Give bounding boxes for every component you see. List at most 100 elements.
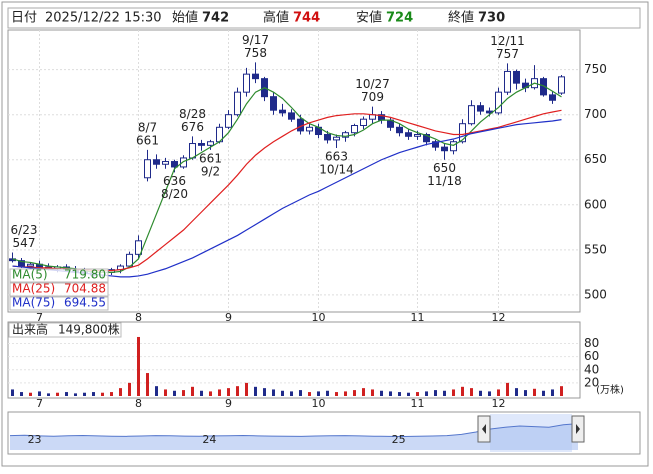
volume-bar bbox=[551, 389, 554, 396]
candle-body bbox=[162, 161, 169, 165]
volume-label-box bbox=[8, 322, 122, 338]
volume-bar bbox=[227, 388, 230, 396]
volume-bar bbox=[110, 392, 113, 396]
volume-bar bbox=[461, 386, 464, 396]
candle-body bbox=[153, 159, 160, 165]
volume-bar bbox=[398, 392, 401, 396]
volume-bar bbox=[434, 390, 437, 396]
volume-bar bbox=[119, 388, 122, 396]
candle-body bbox=[414, 134, 421, 137]
x-tick-label: 12 bbox=[492, 311, 506, 324]
volume-bar bbox=[317, 391, 320, 396]
legend-name: MA(5) bbox=[12, 268, 48, 282]
volume-bar bbox=[92, 392, 95, 396]
volume-bar bbox=[218, 389, 221, 396]
candle-body bbox=[441, 146, 448, 152]
volume-unit: (万株) bbox=[596, 383, 624, 396]
candle-body bbox=[540, 78, 547, 96]
volume-bar bbox=[515, 388, 518, 396]
volume-bar bbox=[236, 386, 239, 396]
candle-body bbox=[324, 134, 331, 141]
volume-bar bbox=[128, 382, 131, 396]
x-tick-label: 12 bbox=[492, 397, 506, 410]
candle-body bbox=[234, 91, 241, 116]
peak-date: 12/11 bbox=[490, 34, 525, 48]
volume-bar bbox=[146, 373, 149, 396]
volume-bar bbox=[308, 392, 311, 396]
candle-body bbox=[135, 240, 142, 255]
y-tick-label: 700 bbox=[584, 107, 607, 121]
peak-date: 8/7 bbox=[138, 120, 157, 134]
volume-bar bbox=[56, 392, 59, 396]
legend-name: MA(25) bbox=[12, 282, 55, 296]
candle-body bbox=[279, 109, 286, 114]
close-label: 終値 bbox=[448, 10, 474, 26]
peak-date: 8/28 bbox=[179, 107, 206, 121]
candle-body bbox=[549, 94, 556, 101]
y-tick-label: 600 bbox=[584, 197, 607, 211]
volume-bar bbox=[83, 392, 86, 396]
header-box bbox=[7, 7, 641, 29]
candle-body bbox=[27, 263, 34, 267]
y-tick-label: 650 bbox=[584, 152, 607, 166]
trough-date: 9/2 bbox=[201, 164, 220, 178]
volume-bar bbox=[488, 391, 491, 396]
volume-bar bbox=[191, 386, 194, 396]
y-tick-label: 750 bbox=[584, 62, 607, 76]
open-label: 始値 bbox=[172, 10, 198, 26]
y-tick-label: 20 bbox=[584, 375, 599, 389]
volume-bar bbox=[542, 390, 545, 396]
nav-handle-arrow bbox=[576, 424, 580, 434]
volume-bar bbox=[245, 382, 248, 396]
x-tick-label: 7 bbox=[36, 311, 43, 324]
volume-bar bbox=[470, 388, 473, 396]
low-label: 安値 bbox=[356, 10, 382, 26]
candle-body bbox=[405, 132, 412, 137]
y-tick-label: 550 bbox=[584, 242, 607, 256]
candle-body bbox=[396, 126, 403, 134]
candle-body bbox=[288, 112, 295, 120]
volume-bar bbox=[389, 391, 392, 396]
candle-body bbox=[468, 105, 475, 125]
volume-bar bbox=[290, 391, 293, 396]
candle-body bbox=[504, 70, 511, 93]
nav-area bbox=[10, 423, 578, 450]
legend-box bbox=[9, 296, 109, 311]
y-tick-label: 80 bbox=[584, 336, 599, 350]
low: 724 bbox=[386, 11, 413, 26]
legend-box bbox=[9, 268, 109, 283]
volume-bar bbox=[524, 390, 527, 396]
volume-bar bbox=[263, 388, 266, 396]
peak-value: 709 bbox=[361, 90, 384, 104]
volume-bar bbox=[20, 392, 23, 396]
candle-body bbox=[450, 141, 457, 152]
volume-bar bbox=[416, 392, 419, 396]
trough-date: 10/14 bbox=[319, 163, 354, 177]
legend-name: MA(75) bbox=[12, 296, 55, 310]
candle-body bbox=[513, 70, 520, 84]
volume-bar bbox=[326, 390, 329, 396]
volume-bar bbox=[452, 389, 455, 396]
trough-value: 661 bbox=[199, 151, 222, 165]
volume-bar bbox=[353, 390, 356, 396]
peak-value: 547 bbox=[13, 236, 36, 250]
volume-bar bbox=[443, 390, 446, 396]
candle-body bbox=[423, 134, 430, 143]
peak-date: 6/23 bbox=[11, 223, 38, 237]
volume-bar bbox=[65, 392, 68, 396]
volume-bar bbox=[425, 391, 428, 396]
legend-value: 719.80 bbox=[64, 268, 106, 282]
volume-bar bbox=[371, 389, 374, 396]
x-tick-label: 11 bbox=[411, 311, 425, 324]
candle-body bbox=[243, 73, 250, 93]
volume-bar bbox=[533, 388, 536, 396]
trough-date: 11/18 bbox=[427, 174, 462, 188]
candle-body bbox=[558, 76, 565, 94]
volume-bar bbox=[281, 390, 284, 396]
x-tick-label: 10 bbox=[312, 397, 326, 410]
date: 2025/12/22 15:30 bbox=[45, 11, 162, 26]
volume-bar bbox=[29, 392, 32, 396]
volume-bar bbox=[380, 390, 383, 396]
volume-bar bbox=[11, 389, 14, 396]
